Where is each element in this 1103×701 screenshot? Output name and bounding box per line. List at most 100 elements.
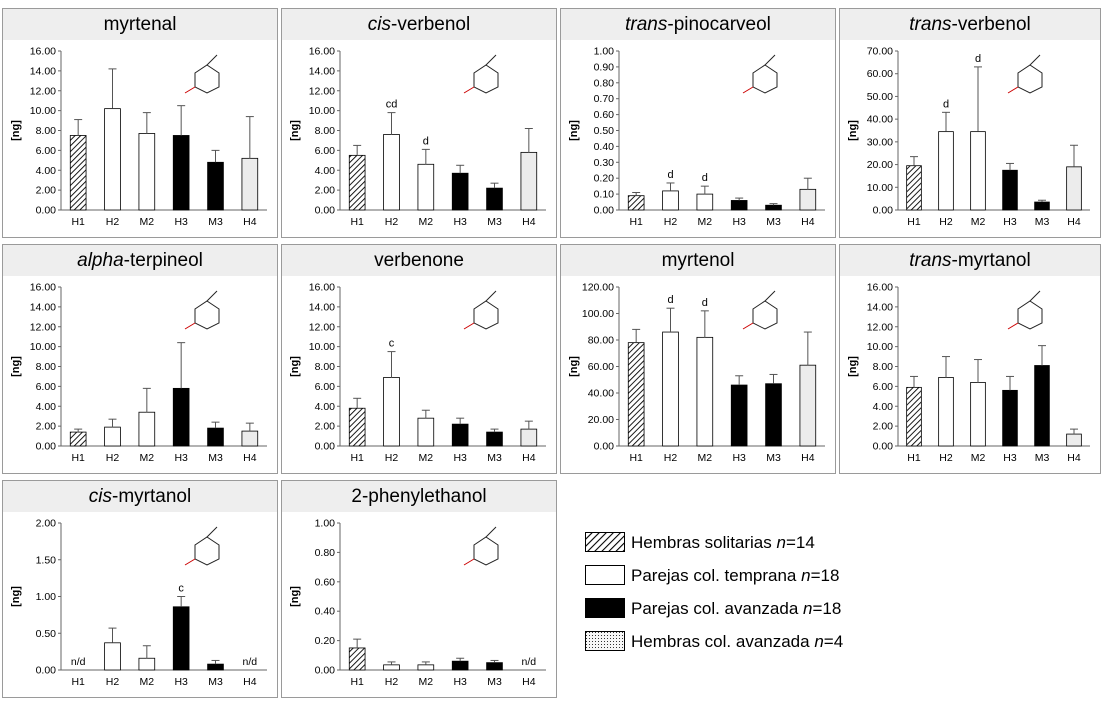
y-tick-label: 0.00 (873, 205, 894, 217)
x-tick-label: H4 (243, 676, 257, 688)
x-tick-label: H3 (453, 676, 467, 688)
bar (697, 194, 713, 210)
black-swatch (585, 598, 625, 618)
bar (663, 191, 679, 210)
y-axis-label: [ng] (10, 356, 22, 377)
chart-panel-myrtenol: myrtenol 0.00 20.00 40.00 60.00 80.00 100.00 12… (560, 244, 836, 474)
chart-panel-trans-pinocarveol: trans-pinocarveol 0.00 0.10 0.20 0.30 0.40 0.5… (560, 8, 836, 238)
y-tick-label: 2.00 (315, 185, 336, 197)
significance-letter: c (389, 338, 395, 350)
x-tick-label: H3 (732, 216, 746, 228)
x-tick-label: H3 (732, 452, 746, 464)
y-tick-label: 1.00 (36, 591, 57, 603)
y-tick-label: 16.00 (867, 282, 893, 294)
bar-chart: 0.00 2.00 4.00 6.00 8.00 10.00 12.00 14.00 16.00… (282, 9, 556, 237)
bar (452, 424, 468, 446)
bar-chart: 0.00 20.00 40.00 60.00 80.00 100.00 120.00 [ng]… (561, 245, 835, 473)
bar (105, 643, 121, 670)
x-tick-label: H1 (907, 216, 921, 228)
bar (1003, 170, 1018, 210)
y-axis-label: [ng] (289, 356, 301, 377)
y-tick-label: 30.00 (867, 136, 893, 148)
x-tick-label: M3 (487, 676, 502, 688)
x-tick-label: H2 (664, 216, 678, 228)
y-tick-label: 4.00 (315, 401, 336, 413)
x-tick-label: H2 (106, 216, 120, 228)
y-tick-label: 10.00 (309, 341, 335, 353)
significance-letter: cd (386, 99, 398, 111)
x-tick-label: H1 (629, 452, 643, 464)
bar-chart: 0.00 2.00 4.00 6.00 8.00 10.00 12.00 14.00 16.00… (282, 245, 556, 473)
x-tick-label: H2 (385, 676, 399, 688)
bar (349, 408, 365, 446)
y-tick-label: 120.00 (582, 282, 614, 294)
bar (971, 132, 986, 210)
y-tick-label: 0.80 (594, 77, 615, 89)
x-tick-label: M2 (419, 452, 434, 464)
bar (800, 189, 816, 210)
significance-letter: d (667, 294, 673, 306)
chart-panel-trans-myrtanol: trans-myrtanol 0.00 2.00 4.00 6.00 8.00 10.00 1… (839, 244, 1101, 474)
chart-panel-trans-verbenol: trans-verbenol 0.00 10.00 20.00 30.00 40.00 50… (839, 8, 1101, 238)
x-tick-label: M2 (140, 452, 155, 464)
bar (70, 135, 86, 210)
y-tick-label: 0.00 (315, 205, 336, 217)
y-tick-label: 0.40 (594, 141, 615, 153)
x-tick-label: H3 (453, 216, 467, 228)
y-tick-label: 14.00 (309, 301, 335, 313)
x-tick-label: H4 (801, 452, 815, 464)
x-tick-label: H4 (1067, 216, 1081, 228)
y-tick-label: 0.20 (315, 635, 336, 647)
y-tick-label: 20.00 (588, 414, 614, 426)
bar (242, 431, 258, 446)
x-tick-label: M3 (208, 452, 223, 464)
x-tick-label: H4 (243, 216, 257, 228)
molecule-structure-icon (185, 291, 219, 329)
y-tick-label: 14.00 (30, 301, 56, 313)
y-tick-label: 70.00 (867, 46, 893, 58)
y-tick-label: 1.50 (36, 554, 57, 566)
y-axis-label: [ng] (568, 356, 580, 377)
dotted-swatch (585, 631, 625, 651)
chart-panel-alpha-terpineol: alpha-terpineol 0.00 2.00 4.00 6.00 8.00 10.00… (2, 244, 278, 474)
bar (105, 427, 121, 446)
y-tick-label: 6.00 (36, 145, 57, 157)
bar-chart: 0.000.501.001.502.00[ng]H1n/dH2 M2 H3cM3 H4… (3, 481, 277, 697)
bar (731, 200, 747, 210)
significance-letter: c (178, 583, 184, 595)
bar (173, 607, 189, 670)
y-axis-label: [ng] (289, 120, 301, 141)
y-tick-label: 0.70 (594, 93, 615, 105)
y-tick-label: 8.00 (36, 361, 57, 373)
x-tick-label: H3 (1003, 216, 1017, 228)
y-tick-label: 0.20 (594, 173, 615, 185)
significance-letter: d (943, 98, 949, 110)
legend-label: Parejas col. avanzada n=18 (631, 598, 841, 620)
y-tick-label: 8.00 (315, 361, 336, 373)
y-tick-label: 14.00 (30, 65, 56, 77)
x-tick-label: H3 (1003, 452, 1017, 464)
y-tick-label: 14.00 (309, 65, 335, 77)
y-tick-label: 0.50 (36, 628, 57, 640)
y-tick-label: 40.00 (588, 388, 614, 400)
y-tick-label: 40.00 (867, 114, 893, 126)
bar (418, 164, 434, 210)
bar (766, 384, 782, 446)
x-tick-label: H4 (522, 452, 536, 464)
bar (1035, 202, 1050, 210)
y-tick-label: 100.00 (582, 308, 614, 320)
y-tick-label: 16.00 (309, 46, 335, 58)
chart-panel-cis-myrtanol: cis-myrtanol 0.00 0.50 1.00 1.50 2.00 [ng] H1 n/… (2, 480, 278, 698)
x-tick-label: M2 (419, 216, 434, 228)
bar (1067, 167, 1082, 210)
y-tick-label: 0.00 (36, 441, 57, 453)
legend-label: Hembras solitarias n=14 (631, 532, 815, 554)
bar (384, 665, 400, 670)
y-tick-label: 16.00 (30, 46, 56, 58)
y-tick-label: 2.00 (36, 421, 57, 433)
x-tick-label: H1 (350, 216, 364, 228)
y-axis-label: [ng] (568, 120, 580, 141)
y-tick-label: 0.00 (873, 441, 894, 453)
x-tick-label: M3 (766, 452, 781, 464)
x-tick-label: H2 (939, 216, 953, 228)
